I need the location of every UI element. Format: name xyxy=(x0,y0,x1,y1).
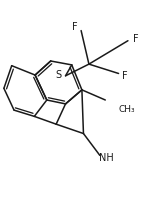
Text: S: S xyxy=(55,70,62,80)
Text: F: F xyxy=(133,34,139,44)
Text: F: F xyxy=(72,22,78,32)
Text: F: F xyxy=(122,71,128,81)
Text: CH₃: CH₃ xyxy=(119,105,135,114)
Text: NH: NH xyxy=(100,153,114,163)
